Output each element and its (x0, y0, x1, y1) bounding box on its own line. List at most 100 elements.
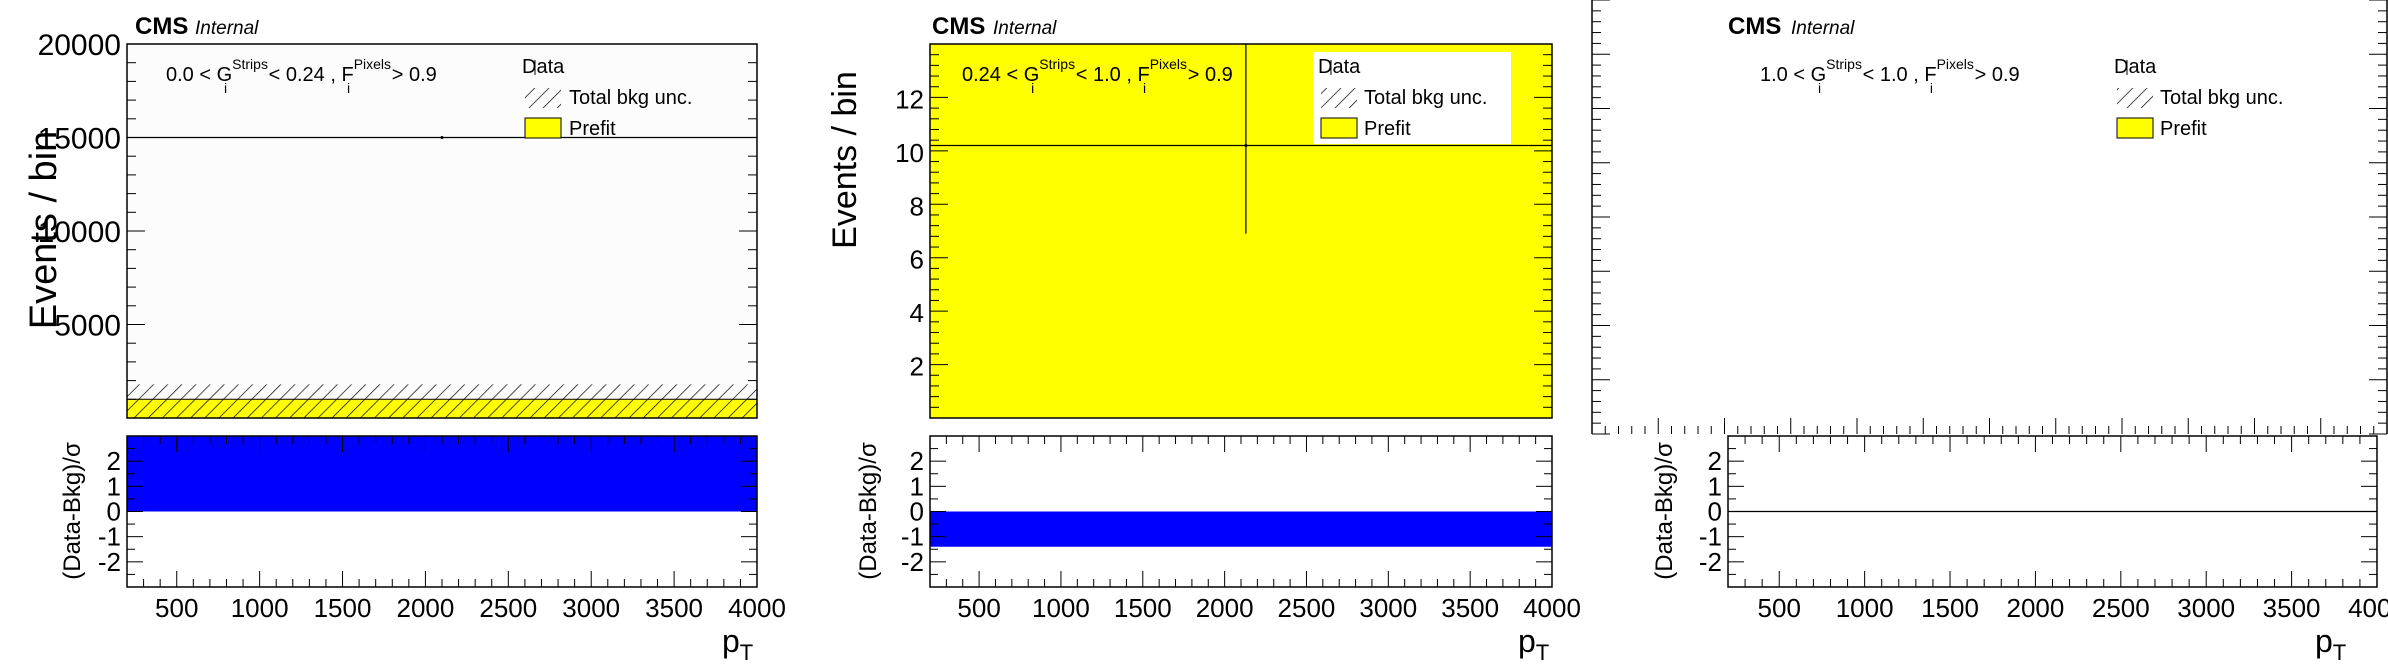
panel-3-x-tick-label: 3500 (2263, 593, 2321, 623)
panel-2-legend-unc-label: Total bkg unc. (1364, 87, 1487, 109)
panel-3-x-tick-label: 4000 (2348, 593, 2388, 623)
panel-2-region-label: 0.24 < GStrips i < 1.0 , FPixels i > 0.9 (962, 56, 1233, 96)
panel-2-x-tick-label: 1500 (1114, 593, 1172, 623)
panel-1-cms-internal: Internal (195, 18, 259, 39)
panel-1-bkg-unc-band (127, 384, 757, 418)
panel-2-y-tick-label: 12 (895, 84, 924, 114)
panel-2-x-tick-label: 3000 (1359, 593, 1417, 623)
panel-1-x-tick-label: 1500 (314, 593, 372, 623)
panel-1-legend: Data Total bkg unc. Prefit (522, 56, 692, 140)
panel-2-x-axis-label: pT (1518, 623, 1549, 665)
panel-2-x-tick-label: 1000 (1032, 593, 1090, 623)
panel-3-legend: Data Total bkg unc. Prefit (2114, 56, 2283, 140)
panel-1-y-tick-label: 10000 (38, 216, 121, 249)
panel-1-ratio-tick-label: -1 (98, 522, 121, 552)
panel-2-cms-internal: Internal (993, 18, 1057, 39)
panel-1-x-tick-label: 1000 (231, 593, 289, 623)
panel-1-x-tick-label: 4000 (728, 593, 786, 623)
panel-3-x-tick-label: 1500 (1921, 593, 1979, 623)
panel-1-x-tick-label: 3500 (645, 593, 703, 623)
panel-2-x-tick-label: 2000 (1196, 593, 1254, 623)
panel-1-legend-data-label: Data (522, 56, 565, 78)
panel-1-ratio-tick-label: 1 (107, 471, 121, 501)
panel-3-upper-plot (1591, 0, 2388, 435)
panel-2-x-tick-label: 4000 (1523, 593, 1581, 623)
panel-2-y-tick-label: 6 (910, 245, 924, 275)
panel-2-y-tick-label: 4 (910, 298, 924, 328)
panel-2-legend-data-label: Data (1318, 56, 1361, 78)
panel-2-data-point (1244, 144, 1248, 148)
panel-1-ratio-y-label: (Data-Bkg)/σ (59, 442, 86, 580)
panel-2-x-tick-label: 3500 (1441, 593, 1499, 623)
panel-2-ratio-tick-label: 0 (910, 497, 924, 527)
panel-3-ratio-tick-label: 2 (1708, 446, 1722, 476)
panel-2-pull-bar (930, 511, 1552, 547)
panel-3-ratio-y-label: (Data-Bkg)/σ (1651, 442, 1678, 580)
panel-3-ratio-tick-label: -2 (1699, 547, 1722, 577)
panel-1-y-tick-label: 5000 (54, 310, 121, 343)
panel-3-legend-prefit-swatch (2116, 117, 2154, 139)
panel-1-x-axis-label: pT (722, 623, 753, 665)
panel-3-x-axis-label: pT (2315, 623, 2346, 665)
panel-1-legend-unc-swatch (525, 88, 561, 108)
panel-1-x-tick-label: 3000 (562, 593, 620, 623)
panel-1-legend-prefit-label: Prefit (569, 118, 616, 140)
panel-1-data-point (440, 136, 444, 139)
panel-3-ratio-tick-label: 0 (1708, 497, 1722, 527)
panel-3-legend-unc-label: Total bkg unc. (2160, 87, 2283, 109)
panel-2-legend-unc-swatch (1321, 88, 1357, 108)
panel-3: CMS Internal 1.0 < GStrips i < 1.0 , FPix… (1591, 0, 2388, 665)
panel-1-y-tick-label: 20000 (38, 29, 121, 62)
panel-3-legend-data-label: Data (2114, 56, 2157, 78)
panel-1-ratio-tick-label: -2 (98, 547, 121, 577)
panel-1-x-tick-label: 500 (155, 593, 198, 623)
panel-1-ratio-tick-label: 0 (107, 497, 121, 527)
panel-2-legend: Data Total bkg unc. Prefit (1313, 52, 1511, 144)
panel-3-ratio-tick-label: 1 (1708, 471, 1722, 501)
panel-2-ratio-tick-label: -2 (901, 547, 924, 577)
panel-2-legend-prefit-swatch (1320, 117, 1358, 139)
panel-1-upper-background (127, 44, 757, 418)
panel-3-region-label: 1.0 < GStrips i < 1.0 , FPixels i > 0.9 (1760, 56, 2020, 96)
panel-2-y-tick-label: 8 (910, 191, 924, 221)
panel-1-legend-prefit-swatch (524, 117, 562, 139)
panel-2-y-axis-label: Events / bin (826, 71, 864, 249)
panel-3-x-tick-label: 500 (1758, 593, 1801, 623)
panel-2-y-tick-label: 2 (910, 352, 924, 382)
panel-1-y-axis-label: Events / bin (23, 131, 65, 330)
panel-1-pull-bar (127, 436, 757, 512)
panel-2-legend-prefit-label: Prefit (1364, 118, 1411, 140)
panel-3-legend-unc-swatch (2117, 88, 2153, 108)
panel-3-legend-prefit-label: Prefit (2160, 118, 2207, 140)
panel-1-ratio-tick-label: 2 (107, 446, 121, 476)
panel-3-ratio-tick-label: -1 (1699, 522, 1722, 552)
panel-3-cms-internal: Internal (1791, 18, 1855, 39)
panel-2-upper-frame (929, 43, 1553, 419)
panel-2-ratio-tick-label: 2 (910, 446, 924, 476)
panel-1-upper-plot: 5000 10000 15000 20000 Events / bin (23, 29, 758, 419)
panel-2-x-tick-label: 2500 (1278, 593, 1336, 623)
panel-1-legend-unc-label: Total bkg unc. (569, 87, 692, 109)
panel-3-x-tick-label: 2500 (2092, 593, 2150, 623)
panel-1-x-tick-label: 2500 (479, 593, 537, 623)
panel-2-ratio-y-label: (Data-Bkg)/σ (855, 442, 882, 580)
panel-1-x-tick-label: 2000 (396, 593, 454, 623)
panel-2-cms-label: CMS (932, 13, 985, 40)
panel-3-x-tick-label: 2000 (2006, 593, 2064, 623)
panel-2-ratio-tick-label: 1 (910, 471, 924, 501)
panel-3-x-tick-label: 3000 (2177, 593, 2235, 623)
panel-1-region-label: 0.0 < GStrips i < 0.24 , FPixels i > 0.9 (166, 56, 437, 96)
panel-1-y-tick-label: 15000 (38, 123, 121, 156)
panel-2-ratio-tick-label: -1 (901, 522, 924, 552)
panel-2-x-tick-label: 500 (957, 593, 1000, 623)
panel-1-cms-label: CMS (135, 13, 188, 40)
panel-3-cms-label: CMS (1728, 13, 1781, 40)
panel-3-x-tick-label: 1000 (1836, 593, 1894, 623)
panel-2-y-tick-label: 10 (895, 138, 924, 168)
